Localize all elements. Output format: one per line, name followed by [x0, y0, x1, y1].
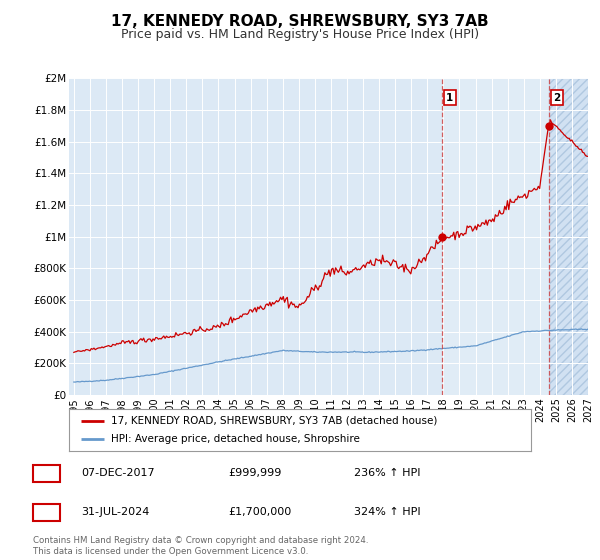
- Text: 324% ↑ HPI: 324% ↑ HPI: [354, 507, 421, 517]
- Text: Price paid vs. HM Land Registry's House Price Index (HPI): Price paid vs. HM Land Registry's House …: [121, 28, 479, 41]
- Text: 1: 1: [446, 92, 454, 102]
- Bar: [442, 78, 549, 395]
- Bar: [549, 78, 588, 395]
- Text: 31-JUL-2024: 31-JUL-2024: [81, 507, 149, 517]
- Text: 2: 2: [553, 92, 560, 102]
- Text: 17, KENNEDY ROAD, SHREWSBURY, SY3 7AB (detached house): 17, KENNEDY ROAD, SHREWSBURY, SY3 7AB (d…: [110, 416, 437, 426]
- Text: 236% ↑ HPI: 236% ↑ HPI: [354, 468, 421, 478]
- Text: £999,999: £999,999: [228, 468, 281, 478]
- Text: 17, KENNEDY ROAD, SHREWSBURY, SY3 7AB: 17, KENNEDY ROAD, SHREWSBURY, SY3 7AB: [111, 14, 489, 29]
- Text: 2: 2: [43, 507, 50, 517]
- Text: Contains HM Land Registry data © Crown copyright and database right 2024.
This d: Contains HM Land Registry data © Crown c…: [33, 536, 368, 556]
- Text: 07-DEC-2017: 07-DEC-2017: [81, 468, 155, 478]
- Text: 1: 1: [43, 468, 50, 478]
- Text: £1,700,000: £1,700,000: [228, 507, 291, 517]
- Text: HPI: Average price, detached house, Shropshire: HPI: Average price, detached house, Shro…: [110, 434, 359, 444]
- Bar: [549, 78, 588, 395]
